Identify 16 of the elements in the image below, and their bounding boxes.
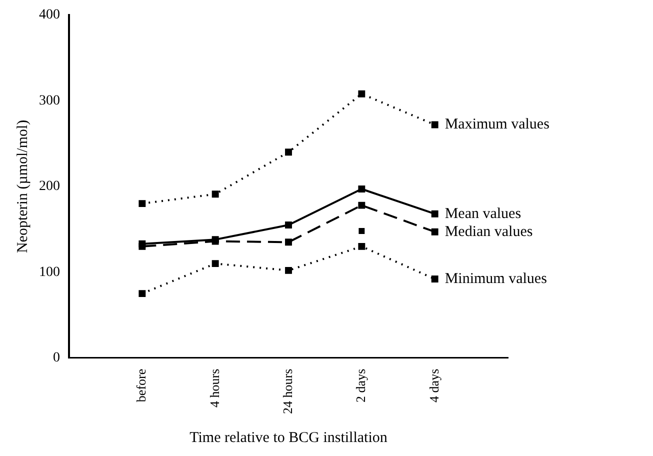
x-tick-label: 4 hours	[206, 368, 222, 408]
y-tick-label: 100	[39, 264, 60, 280]
y-tick-label: 400	[39, 8, 60, 23]
y-tick-label: 300	[39, 93, 60, 108]
x-tick-label: before	[134, 368, 149, 402]
x-tick-label: 4 days	[426, 368, 442, 402]
series-label: Maximum values	[444, 116, 550, 133]
y-axis-title: Neopterin (µmol/mol)	[14, 120, 31, 254]
series-label: Median values	[444, 224, 533, 240]
y-tick-label: 0	[53, 350, 60, 366]
y-tick-label: 200	[39, 179, 60, 194]
x-tick-label: 2 days	[353, 368, 368, 402]
x-axis-title: Time relative to BCG instillation	[190, 430, 388, 446]
x-tick-label: 24 hours	[280, 368, 295, 414]
series-label: Mean values	[444, 206, 522, 222]
series-label: Minimum values	[444, 270, 548, 287]
